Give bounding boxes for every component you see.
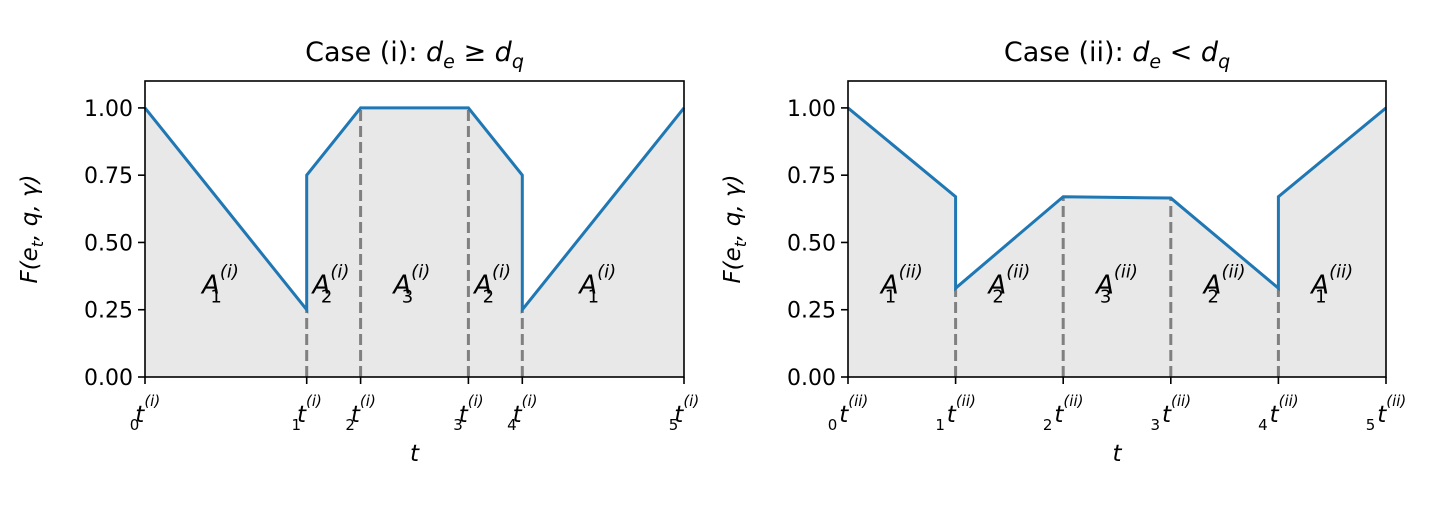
chart-panel-1: 0.00 0.25 0.50 0.75 1.00 t(i) 0 t(i) 1 t(i) 2 t(i) 3…: [17, 37, 699, 467]
area-fill: [145, 107, 684, 377]
y-axis-label: F(et, q, γ): [17, 174, 47, 283]
y-tick-label: 0.00: [84, 366, 133, 391]
series-line: [143, 106, 686, 314]
region-label: A(i) 1: [577, 262, 616, 308]
y-tick-label: 0.25: [84, 299, 133, 324]
x-axis-label: t: [410, 441, 420, 467]
chart-title: Case (ii): de < dq: [1004, 37, 1230, 73]
region-label: A(i) 3: [391, 262, 430, 308]
x-tick-label: t(ii) 1: [935, 392, 976, 434]
y-tick-label: 0.75: [84, 164, 133, 189]
y-tick-label: 0.75: [787, 164, 836, 189]
x-tick-label: t(ii) 5: [1366, 392, 1407, 434]
region-label: A(ii) 1: [879, 262, 923, 308]
x-tick-label: t(ii) 4: [1258, 392, 1299, 434]
x-tick-label: t(i) 0: [130, 392, 160, 434]
x-tick-label: t(i) 1: [291, 392, 321, 434]
x-axis-label: t: [1112, 441, 1122, 467]
x-tick-label: t(ii) 2: [1043, 392, 1084, 434]
x-tick-label: t(ii) 3: [1151, 392, 1192, 434]
region-label: A(ii) 1: [1309, 262, 1353, 308]
x-tick-label: t(i) 4: [507, 392, 537, 434]
region-label: A(i) 1: [200, 262, 239, 308]
y-tick-label: 1.00: [84, 97, 133, 122]
x-tick-label: t(i) 3: [453, 392, 483, 434]
y-tick-label: 0.00: [787, 366, 836, 391]
series-line: [847, 106, 1387, 292]
y-tick-label: 0.25: [787, 299, 836, 324]
chart-panel-2: 0.00 0.25 0.50 0.75 1.00 t(ii) 0 t(ii) 1 t(ii) 2 t(…: [720, 37, 1406, 467]
x-tick-label: t(i) 2: [345, 392, 375, 434]
x-tick-label: t(i) 5: [669, 392, 699, 434]
region-label: A(i) 2: [311, 262, 350, 308]
axes-frame: [847, 80, 1387, 378]
chart-title: Case (i): de ≥ dq: [305, 37, 524, 73]
area-fill: [848, 107, 1386, 377]
y-axis-label: F(et, q, γ): [720, 174, 750, 283]
region-label: A(ii) 2: [1202, 262, 1246, 308]
x-tick-label: t(ii) 0: [828, 392, 869, 434]
y-tick-label: 0.50: [787, 231, 836, 256]
axes-frame: [144, 80, 685, 378]
y-tick-label: 1.00: [787, 97, 836, 122]
region-label: A(i) 2: [472, 262, 511, 308]
region-label: A(ii) 3: [1094, 262, 1138, 308]
region-label: A(ii) 2: [986, 262, 1030, 308]
y-tick-label: 0.50: [84, 231, 133, 256]
